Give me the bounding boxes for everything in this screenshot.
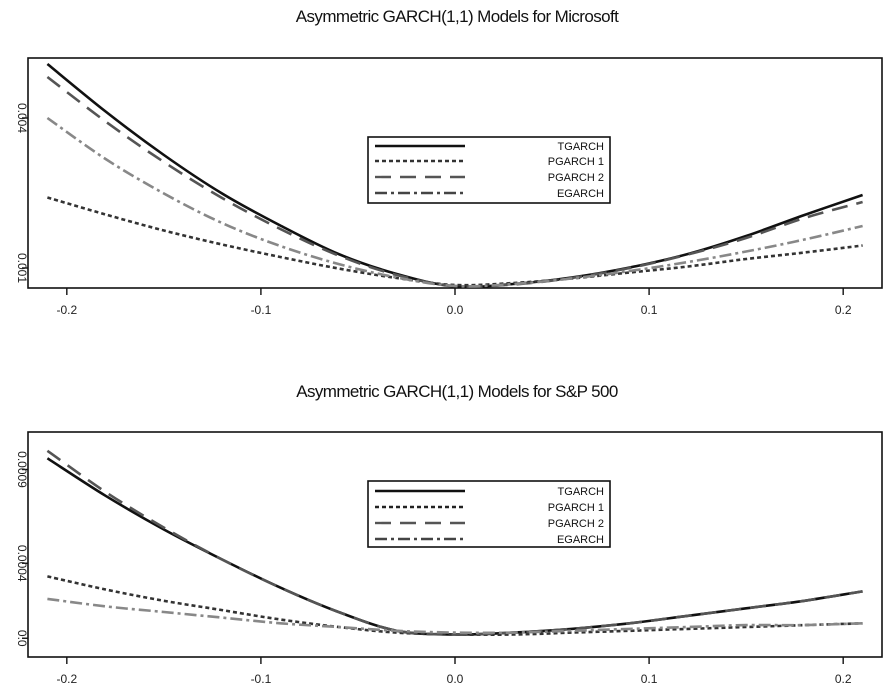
series-layer xyxy=(46,62,864,289)
microsoft-chart: Asymmetric GARCH(1,1) Models for Microso… xyxy=(15,7,883,317)
x-tick-label: 0.0 xyxy=(447,303,464,317)
legend-label-tgarch: TGARCH xyxy=(558,141,605,153)
series-line-pgarch-1 xyxy=(47,196,863,287)
x-tick-label: 0.2 xyxy=(835,672,852,686)
series-line-egarch xyxy=(47,597,863,635)
x-tick-label: -0.1 xyxy=(251,303,272,317)
legend-label-pgarch2: PGARCH 2 xyxy=(548,518,604,530)
y-tick-label: 0.004 xyxy=(15,103,29,133)
legend: TGARCH PGARCH 1 PGARCH 2 EGARCH xyxy=(367,136,611,204)
y-axis: 0.001 0.004 xyxy=(15,103,29,283)
legend-label-pgarch1: PGARCH 1 xyxy=(548,502,604,514)
legend-label-egarch: EGARCH xyxy=(557,534,604,546)
y-tick-label: 0.001 xyxy=(15,253,29,283)
x-tick-label: 0.1 xyxy=(641,303,658,317)
legend: TGARCH PGARCH 1 PGARCH 2 EGARCH xyxy=(367,480,611,548)
x-tick-label: 0.1 xyxy=(641,672,658,686)
sp500-chart: Asymmetric GARCH(1,1) Models for S&P 500… xyxy=(15,382,883,686)
chart-title: Asymmetric GARCH(1,1) Models for S&P 500 xyxy=(296,382,618,401)
x-tick-label: -0.2 xyxy=(56,303,77,317)
x-tick-label: -0.1 xyxy=(251,672,272,686)
chart-title: Asymmetric GARCH(1,1) Models for Microso… xyxy=(296,7,619,26)
series-line-pgarch-1 xyxy=(47,575,863,637)
series-line-egarch xyxy=(46,116,863,288)
y-tick-label: 0.0 xyxy=(15,630,29,647)
x-axis: -0.2 -0.1 0.0 0.1 0.2 xyxy=(56,657,852,686)
x-axis: -0.2 -0.1 0.0 0.1 0.2 xyxy=(56,288,852,317)
y-tick-label: 0.0004 xyxy=(15,545,29,582)
legend-label-pgarch1: PGARCH 1 xyxy=(548,156,604,168)
legend-label-egarch: EGARCH xyxy=(557,188,604,200)
y-tick-label: 0.0009 xyxy=(15,451,29,488)
x-tick-label: 0.2 xyxy=(835,303,852,317)
legend-label-pgarch2: PGARCH 2 xyxy=(548,172,604,184)
series-layer xyxy=(46,449,863,637)
series-line-tgarch xyxy=(46,457,863,636)
legend-label-tgarch: TGARCH xyxy=(558,486,605,498)
x-tick-label: -0.2 xyxy=(56,672,77,686)
y-axis: 0.0 0.0004 0.0009 xyxy=(15,451,29,647)
x-tick-label: 0.0 xyxy=(447,672,464,686)
